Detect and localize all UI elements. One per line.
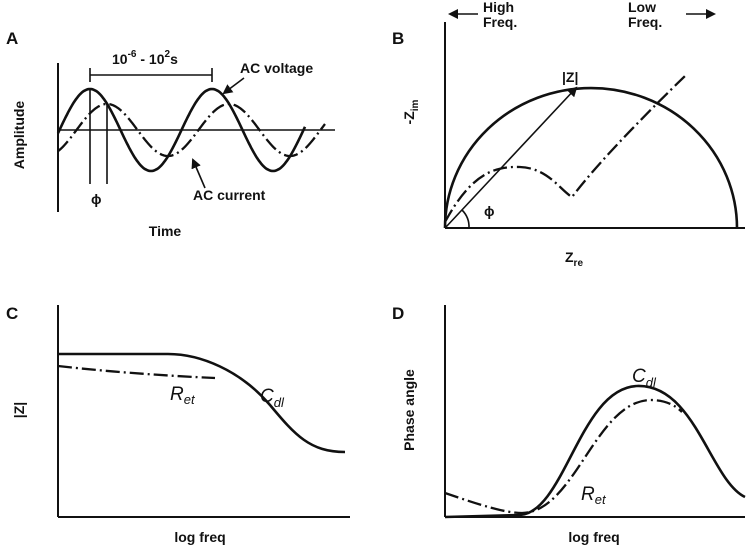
panel-c-xlabel: log freq xyxy=(174,529,225,545)
panel-c: C Ret Cdl |Z| log freq xyxy=(6,304,350,545)
impedance-vector xyxy=(445,86,578,228)
panel-d-ylabel: Phase angle xyxy=(401,369,417,451)
period-label: 10-6 - 102s xyxy=(112,49,178,67)
ac-current-arrow xyxy=(191,158,206,189)
modulus-label: |Z| xyxy=(562,69,578,85)
low-freq-label-line1: Low xyxy=(628,0,656,15)
panel-c-ylabel: |Z| xyxy=(11,402,27,418)
ret-label-d: Ret xyxy=(581,484,607,507)
panel-d-xlabel: log freq xyxy=(568,529,619,545)
bode-modulus-real xyxy=(57,364,216,380)
bode-phase-ideal xyxy=(444,384,746,519)
panel-a-ylabel: Amplitude xyxy=(11,101,27,170)
high-freq-label-line1: High xyxy=(483,0,514,15)
ac-current-label: AC current xyxy=(193,187,266,203)
low-freq-label-line2: Freq. xyxy=(628,14,662,30)
phase-angle-arc xyxy=(461,209,470,229)
phase-symbol-b: ϕ xyxy=(484,203,495,219)
panel-b-ylabel: -Zim xyxy=(401,99,421,124)
bode-modulus-ideal xyxy=(58,352,346,454)
panel-a-letter: A xyxy=(6,29,18,48)
panel-d: D Cdl Ret Phase angle log freq xyxy=(392,304,746,545)
high-freq-label-line2: Freq. xyxy=(483,14,517,30)
panel-a: A 10-6 - 102s ϕ AC voltage AC current Am… xyxy=(6,29,335,239)
ac-voltage-label: AC voltage xyxy=(240,60,313,76)
panel-b-xlabel: Zre xyxy=(565,249,583,269)
panel-a-xlabel: Time xyxy=(149,223,182,239)
semicircle-ideal xyxy=(443,86,739,229)
cdl-label-d: Cdl xyxy=(632,366,657,390)
nyquist-real-curve xyxy=(443,75,686,223)
panel-b: B High Freq. Low Freq. |Z| ϕ -Zim Zre xyxy=(392,0,745,269)
panel-c-letter: C xyxy=(6,304,18,323)
ret-label-c: Ret xyxy=(170,384,196,407)
phase-symbol-a: ϕ xyxy=(91,191,102,207)
panel-b-letter: B xyxy=(392,29,404,48)
panel-d-letter: D xyxy=(392,304,404,323)
cdl-label-c: Cdl xyxy=(260,386,285,410)
ac-voltage-arrow xyxy=(222,77,245,95)
bode-phase-real xyxy=(444,398,683,515)
ac-current-wave xyxy=(57,102,326,158)
ac-voltage-wave xyxy=(56,87,307,173)
